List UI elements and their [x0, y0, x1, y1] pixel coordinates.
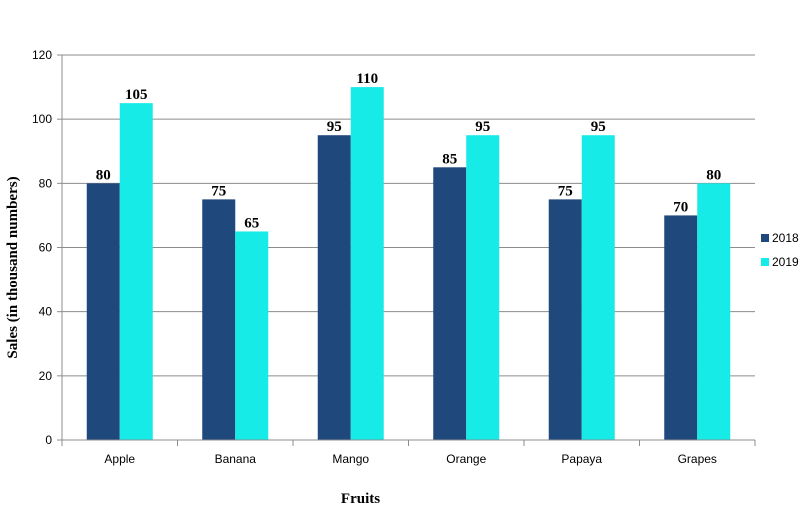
y-axis-title: Sales (in thousand numbers)	[5, 176, 21, 358]
x-axis-title: Fruits	[341, 491, 380, 507]
data-label: 75	[211, 183, 226, 199]
y-tick-label: 80	[39, 176, 53, 190]
bar-2019-papaya	[581, 135, 615, 441]
data-label: 85	[442, 151, 457, 167]
x-tick-label: Mango	[332, 452, 369, 466]
data-label: 95	[591, 119, 606, 135]
x-axis: Apple Banana Mango Orange Papaya Grapes	[61, 439, 756, 466]
bar-2018-apple	[86, 183, 120, 441]
bar-2019-orange	[466, 135, 500, 441]
bars: 80 105 75 65 95 110 85 95 75 95 70 80	[86, 71, 731, 441]
y-tick-label: 60	[39, 241, 53, 255]
x-tick-label: Grapes	[678, 452, 717, 466]
y-tick-label: 100	[32, 112, 52, 126]
y-tick-label: 120	[32, 48, 52, 62]
y-tick-label: 40	[39, 305, 53, 319]
legend-swatch-2019	[761, 258, 769, 266]
bar-2019-apple	[119, 103, 153, 440]
data-label: 80	[96, 167, 111, 183]
bar-2019-grapes	[697, 183, 731, 441]
legend-swatch-2018	[761, 234, 769, 242]
data-label: 95	[475, 119, 490, 135]
bar-2019-mango	[350, 87, 384, 440]
bar-2018-mango	[317, 135, 351, 441]
y-tick-label: 0	[45, 433, 52, 447]
x-tick-label: Orange	[446, 452, 486, 466]
data-label: 75	[558, 183, 573, 199]
data-label: 65	[244, 215, 259, 231]
y-tick-label: 20	[39, 369, 53, 383]
bar-2018-papaya	[548, 199, 582, 440]
legend-label-2019: 2019	[772, 255, 799, 269]
bar-2018-orange	[433, 167, 467, 440]
bar-2018-banana	[202, 199, 236, 440]
x-tick-label: Apple	[104, 452, 135, 466]
bar-2018-grapes	[664, 215, 698, 440]
data-label: 105	[125, 87, 148, 103]
data-label: 110	[356, 71, 378, 87]
data-label: 70	[673, 199, 688, 215]
data-label: 80	[706, 167, 721, 183]
x-tick-label: Papaya	[561, 452, 602, 466]
gridlines	[62, 54, 755, 441]
legend-label-2018: 2018	[772, 231, 799, 245]
legend: 2018 2019	[761, 231, 799, 269]
y-axis: 0 20 40 60 80 100 120	[32, 48, 63, 447]
x-tick-label: Banana	[215, 452, 257, 466]
bar-2019-banana	[235, 231, 269, 440]
data-label: 95	[327, 119, 342, 135]
